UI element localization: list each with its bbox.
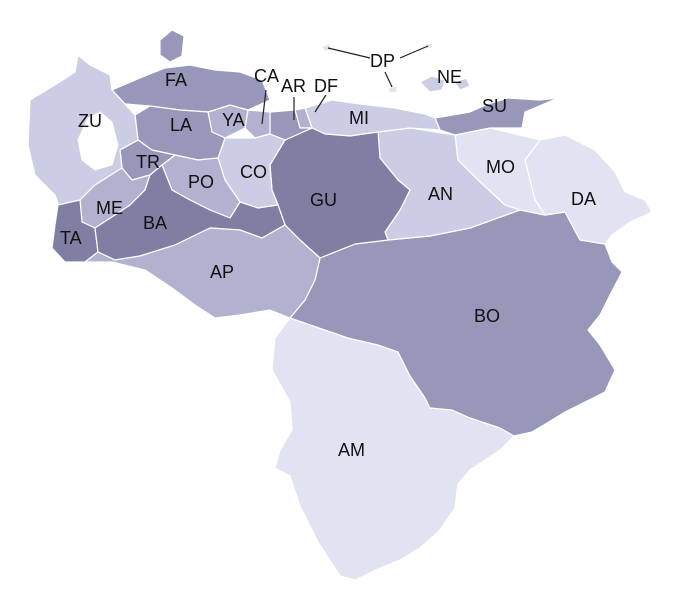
label-DP: DP: [370, 51, 395, 71]
label-TR: TR: [136, 152, 160, 172]
label-SU: SU: [482, 96, 507, 116]
region-FA-peninsula[interactable]: [159, 29, 185, 63]
label-BO: BO: [474, 306, 500, 326]
label-AR: AR: [281, 76, 306, 96]
label-YA: YA: [222, 110, 245, 130]
region-DP[interactable]: [387, 85, 399, 94]
label-AP: AP: [210, 262, 234, 282]
region-SU[interactable]: [434, 97, 559, 136]
label-DF: DF: [314, 76, 338, 96]
region-DP-2[interactable]: [321, 43, 333, 52]
label-BA: BA: [143, 213, 167, 233]
leader-DF: [314, 94, 327, 113]
label-CO: CO: [240, 162, 267, 182]
region-NE[interactable]: [419, 75, 446, 93]
leader-DP-2: [399, 45, 429, 59]
region-AP[interactable]: [84, 224, 321, 319]
region-CA[interactable]: [244, 109, 271, 139]
label-AN: AN: [428, 184, 453, 204]
label-NE: NE: [437, 67, 462, 87]
label-GU: GU: [310, 190, 337, 210]
label-PO: PO: [188, 172, 214, 192]
label-CA: CA: [254, 66, 279, 86]
label-TA: TA: [60, 228, 82, 248]
leader-CA: [261, 89, 267, 125]
label-ZU: ZU: [78, 111, 102, 131]
leader-DP-3: [384, 71, 393, 88]
lake-maracaibo: [77, 111, 119, 171]
label-LA: LA: [170, 115, 192, 135]
region-NE-2[interactable]: [453, 77, 471, 91]
leader-DP-1: [327, 47, 371, 59]
region-FA[interactable]: [111, 64, 271, 113]
region-DP-3[interactable]: [424, 42, 434, 50]
label-MI: MI: [349, 108, 369, 128]
label-MO: MO: [486, 157, 515, 177]
label-DA: DA: [571, 189, 596, 209]
label-FA: FA: [165, 70, 187, 90]
label-ME: ME: [96, 198, 123, 218]
label-AM: AM: [338, 440, 365, 460]
